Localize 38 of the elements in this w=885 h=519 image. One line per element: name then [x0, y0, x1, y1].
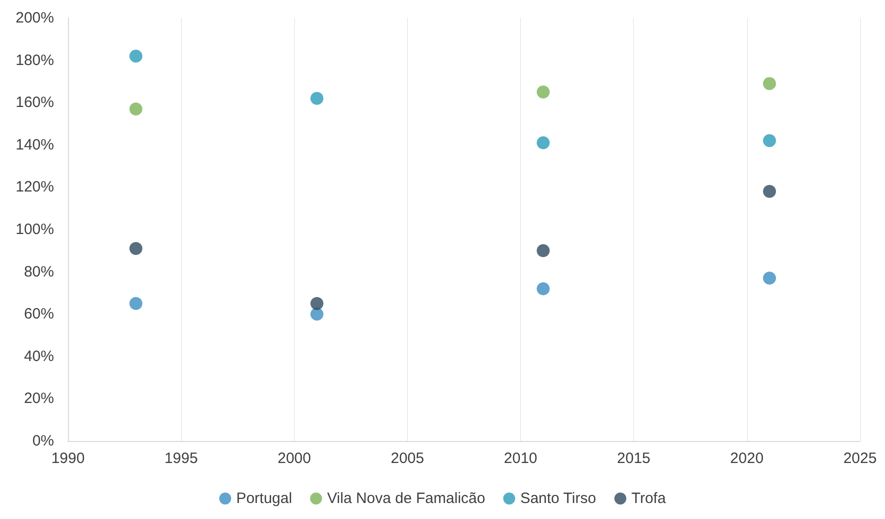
point — [129, 297, 142, 310]
point — [129, 102, 142, 116]
x-tick-label: 2005 — [390, 450, 424, 467]
x-tick-label: 2000 — [278, 450, 311, 467]
point — [310, 297, 324, 310]
point — [763, 184, 776, 198]
x-tick-label: 2010 — [504, 450, 538, 467]
point — [129, 50, 142, 63]
point — [310, 92, 324, 105]
point — [536, 86, 550, 99]
legend-label: Santo Tirso — [520, 490, 596, 507]
point — [763, 134, 776, 148]
x-tick-label: 2015 — [617, 450, 650, 467]
y-tick-label: 160% — [16, 94, 54, 112]
x-tick-label: 1995 — [164, 450, 198, 467]
y-tick-label: 140% — [16, 136, 54, 154]
point — [310, 308, 324, 321]
point — [129, 242, 142, 256]
y-tick-label: 0% — [32, 432, 54, 450]
y-tick-label: 200% — [16, 10, 54, 26]
y-tick-label: 20% — [24, 390, 54, 408]
y-tick-label: 40% — [24, 348, 54, 365]
point — [536, 136, 550, 150]
point — [763, 272, 776, 285]
x-tick-label: 1990 — [51, 450, 85, 467]
x-tick-label: 2025 — [843, 450, 877, 467]
y-tick-label: 60% — [24, 306, 54, 323]
legend-label: Portugal — [236, 490, 292, 507]
y-tick-label: 180% — [16, 52, 54, 69]
point — [536, 282, 550, 296]
point — [763, 77, 776, 90]
y-tick-label: 100% — [16, 221, 54, 238]
y-tick-label: 80% — [24, 263, 54, 280]
x-tick-label: 2020 — [730, 450, 764, 467]
legend-label: Vila Nova de Famalicão — [327, 490, 486, 507]
y-tick-label: 120% — [16, 178, 54, 196]
legend-label: Trofa — [631, 490, 666, 507]
point — [536, 244, 550, 258]
